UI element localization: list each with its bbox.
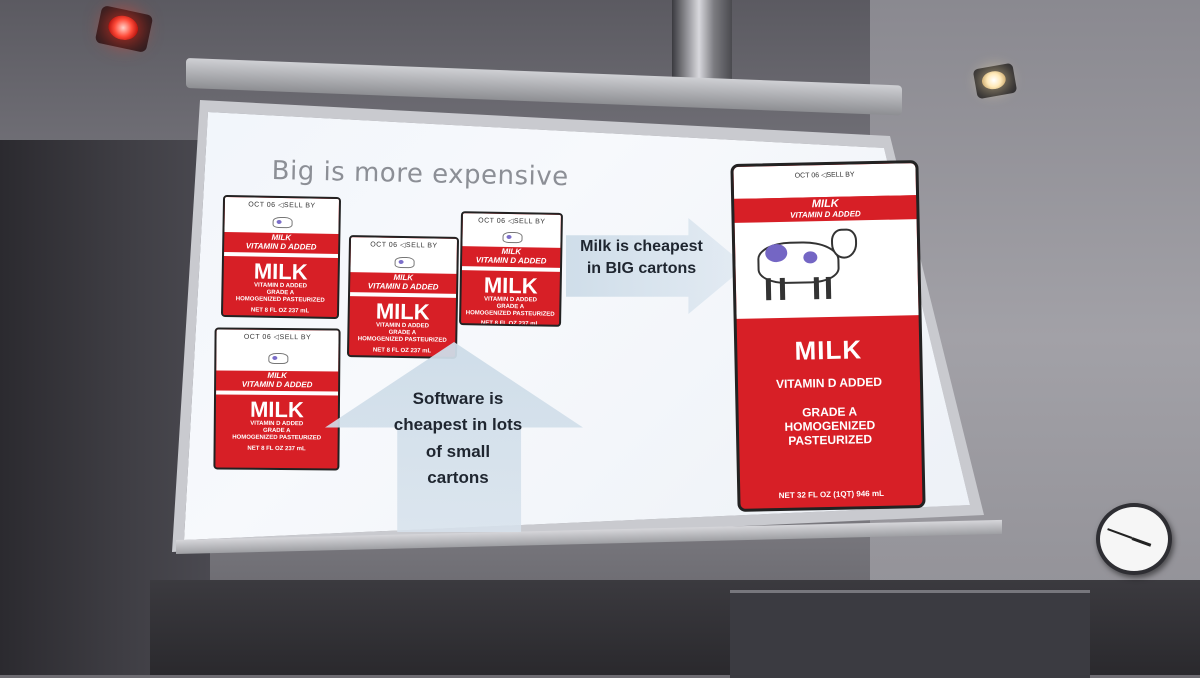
- big-milk-carton: OCT 06 ◁SELL BY MILK VITAMIN D ADDED MIL…: [730, 160, 926, 512]
- carton-milk-label: MILK: [483, 272, 538, 299]
- small-milk-carton: OCT 06 ◁SELL BY MILK VITAMIN D ADDED MILK…: [459, 211, 563, 327]
- clock-minute-hand: [1107, 528, 1133, 539]
- clock-hour-hand: [1131, 537, 1152, 547]
- carton-line3: HOMOGENIZED PASTEURIZED: [235, 296, 325, 305]
- carton-line3: HOMOGENIZED PASTEURIZED: [465, 310, 555, 318]
- cow-icon: [502, 231, 523, 244]
- carton-milk-label: MILK: [253, 258, 308, 285]
- carton-line3: HOMOGENIZED PASTEURIZED: [357, 336, 447, 345]
- wall-clock-icon: [1096, 503, 1172, 575]
- cow-illustration: [734, 219, 919, 319]
- cow-icon: [394, 257, 415, 269]
- carton-net: NET 8 FL OZ 237 mL: [250, 307, 310, 315]
- carton-milk-label: MILK: [249, 396, 304, 423]
- carton-top-sub: VITAMIN D ADDED: [241, 379, 313, 390]
- carton-sell-by: SELL BY: [283, 202, 316, 210]
- small-milk-carton: OCT 06 ◁SELL BY MILK VITAMIN D ADDED MILK…: [220, 194, 342, 320]
- carton-top-sub: VITAMIN D ADDED: [367, 281, 439, 292]
- big-carton-sell-by: SELL BY: [826, 171, 855, 179]
- carton-date: OCT 06: [243, 333, 272, 341]
- arrow-right-text: Milk is cheapest in BIG cartons: [580, 238, 703, 277]
- carton-top: OCT 06 ◁SELL BY: [216, 329, 339, 372]
- small-milk-carton: OCT 06 ◁SELL BY MILK VITAMIN D ADDED MILK…: [213, 327, 341, 471]
- big-carton-net: NET 32 FL OZ (1QT) 946 mL: [778, 488, 885, 501]
- cow-head: [830, 228, 858, 259]
- carton-top-sub: VITAMIN D ADDED: [475, 255, 547, 266]
- carton-date: OCT 06: [478, 217, 506, 225]
- carton-milk-label: MILK: [375, 298, 430, 325]
- carton-date: OCT 06: [248, 201, 276, 209]
- big-carton-pasteurized: PASTEURIZED: [788, 431, 873, 448]
- arrow-up-text: Software is cheapest in lots of small ca…: [393, 389, 523, 488]
- carton-line3: HOMOGENIZED PASTEURIZED: [232, 434, 322, 442]
- carton-top: OCT 06 ◁SELL BY: [350, 237, 458, 275]
- carton-sell-by: SELL BY: [405, 242, 438, 250]
- cow-icon: [272, 217, 293, 229]
- big-carton-milk-label: MILK: [794, 334, 863, 366]
- carton-top: OCT 06 ◁SELL BY: [462, 213, 561, 248]
- carton-top: OCT 06 ◁SELL BY: [224, 197, 340, 235]
- big-carton-date: OCT 06: [794, 172, 820, 180]
- cow-icon: [268, 352, 289, 364]
- carton-sell-by: SELL BY: [279, 334, 312, 342]
- small-milk-carton: OCT 06 ◁SELL BY MILK VITAMIN D ADDED MILK…: [346, 235, 460, 359]
- carton-net: NET 8 FL OZ 237 mL: [247, 445, 306, 452]
- slide-title: Big is more expensive: [271, 156, 569, 193]
- cabinet: [730, 590, 1090, 678]
- big-carton-cap: OCT 06 ◁SELL BY: [733, 163, 917, 199]
- carton-date: OCT 06: [370, 241, 398, 249]
- big-carton-vitamin: VITAMIN D ADDED: [775, 374, 883, 392]
- carton-sell-by: SELL BY: [513, 218, 546, 226]
